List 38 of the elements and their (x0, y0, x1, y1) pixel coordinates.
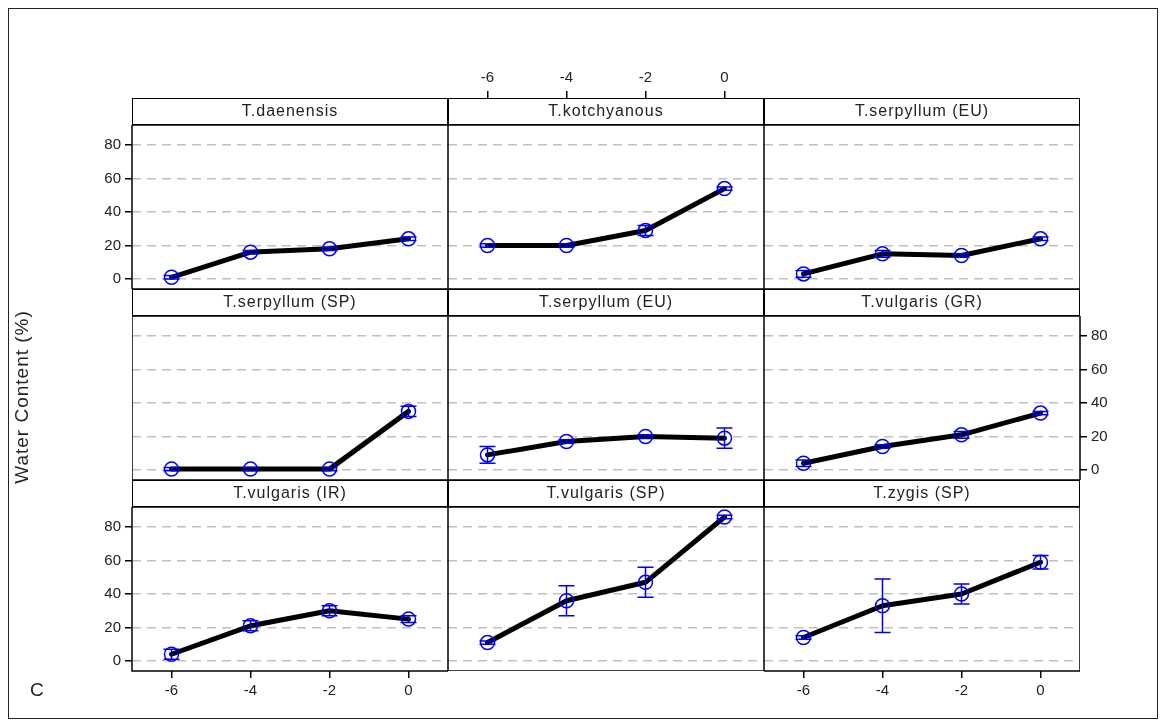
y-tick-label: 0 (112, 651, 121, 669)
x-tick-label: 0 (1036, 681, 1045, 699)
x-tick-label: 0 (404, 681, 413, 699)
chart-title: T.serpyllum (EU) (448, 289, 764, 316)
y-tick-label: 20 (104, 235, 121, 253)
chart-title: T.vulgaris (SP) (448, 480, 764, 507)
x-tick-label: -2 (954, 681, 969, 699)
y-axis-title: Water Content (%) (11, 310, 33, 484)
y-tick-label: 60 (104, 168, 121, 186)
y-tick-label: 0 (1091, 460, 1100, 478)
text: C (30, 679, 44, 701)
chart-title: T.kotchyanous (448, 98, 764, 125)
y-tick-label: 80 (104, 517, 121, 535)
y-tick-label: 40 (104, 584, 121, 602)
x-tick-label: -2 (638, 68, 653, 86)
y-tick-label: 0 (112, 269, 121, 287)
chart-title: T.daenensis (132, 98, 448, 125)
y-tick-label: 40 (1091, 393, 1108, 411)
y-tick-label: 60 (104, 550, 121, 568)
y-tick-label: 40 (104, 202, 121, 220)
x-tick-label: -6 (480, 68, 495, 86)
chart-title: T.vulgaris (GR) (764, 289, 1080, 316)
x-tick-label: -4 (559, 68, 574, 86)
x-tick-label: -6 (164, 681, 179, 699)
chart-title: T.serpyllum (EU) (764, 98, 1080, 125)
y-tick-label: 20 (1091, 426, 1108, 444)
y-tick-label: 80 (1091, 326, 1108, 344)
y-tick-label: 60 (1091, 359, 1108, 377)
chart-title: T.zygis (SP) (764, 480, 1080, 507)
chart-title: T.serpyllum (SP) (132, 289, 448, 316)
x-tick-label: -2 (322, 681, 337, 699)
x-tick-label: -6 (796, 681, 811, 699)
chart-title: T.vulgaris (IR) (132, 480, 448, 507)
y-tick-label: 20 (104, 617, 121, 635)
x-tick-label: -4 (243, 681, 258, 699)
y-tick-label: 80 (104, 135, 121, 153)
x-tick-label: 0 (720, 68, 729, 86)
x-tick-label: -4 (875, 681, 890, 699)
